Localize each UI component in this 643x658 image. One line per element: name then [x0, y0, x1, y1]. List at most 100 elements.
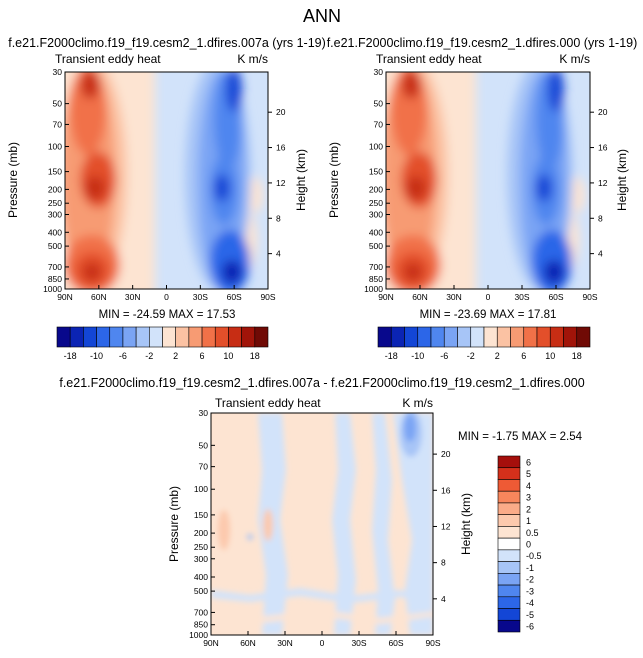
colorbar: 6 5 4 32 1 0.5 0-0.5 -1 -2-3 -4 -5 -6	[497, 455, 542, 633]
colorbar-box	[497, 467, 521, 480]
pressure-tick-label: 30	[199, 408, 209, 418]
colorbar-label: 6	[200, 351, 205, 361]
colorbar-box	[96, 326, 111, 348]
height-tick-label: 12	[276, 178, 286, 188]
colorbar-label: 6	[521, 351, 526, 361]
colorbar-label: -18	[385, 351, 398, 361]
pressure-tick-label: 400	[194, 572, 208, 582]
colorbar-box	[497, 502, 521, 515]
colorbar-box	[497, 514, 521, 527]
height-tick-label: 16	[441, 485, 451, 495]
height-tick-label: 12	[441, 521, 451, 531]
units-label: K m/s	[402, 396, 433, 410]
colorbar-box	[510, 326, 525, 348]
colorbar-label: -10	[90, 351, 103, 361]
height-tick-label: 8	[441, 558, 446, 568]
pressure-tick-label: 250	[194, 542, 208, 552]
colorbar-label: -3	[526, 586, 534, 596]
panel-difference: f.e21.F2000climo.f19_f19.cesm2_1.dfires.…	[59, 376, 584, 648]
latitude-axis: 90N 60N 30N 0 30S 60S 90S	[378, 285, 598, 302]
height-axis: 20 16 12 8 4	[590, 107, 608, 259]
right-axis-title: Height (km)	[294, 149, 308, 211]
colorbar-box	[470, 326, 485, 348]
colorbar-box	[188, 326, 203, 348]
colorbar-box	[56, 326, 71, 348]
colorbar-label: 1	[526, 516, 531, 526]
colorbar-box	[496, 326, 511, 348]
latitude-tick-label: 60S	[548, 292, 563, 302]
colorbar-box	[241, 326, 256, 348]
height-tick-label: 16	[598, 143, 608, 153]
height-tick-label: 8	[598, 213, 603, 223]
colorbar-box	[228, 326, 242, 348]
colorbar-box	[497, 549, 521, 562]
contour-field	[65, 72, 268, 289]
latitude-tick-label: 90N	[57, 292, 73, 302]
pressure-tick-label: 500	[194, 586, 208, 596]
right-axis-title: Height (km)	[615, 149, 629, 211]
pressure-tick-label: 200	[369, 184, 383, 194]
latitude-tick-label: 30S	[351, 638, 366, 648]
colorbar-box	[497, 596, 521, 609]
colorbar-label: -2	[145, 351, 153, 361]
colorbar-label: -4	[526, 598, 534, 608]
height-tick-label: 8	[276, 213, 281, 223]
colorbar-label: -5	[526, 610, 534, 620]
pressure-tick-label: 850	[369, 274, 383, 284]
pressure-tick-label: 200	[194, 528, 208, 538]
panel-title: f.e21.F2000climo.f19_f19.cesm2_1.dfires.…	[8, 36, 326, 50]
colorbar-box	[497, 584, 521, 598]
y-axis-title: Pressure (mb)	[6, 142, 20, 218]
pressure-tick-label: 100	[369, 142, 383, 152]
colorbar-box	[497, 561, 521, 574]
latitude-axis: 90N 60N 30N 0 30S 60S 90S	[203, 631, 441, 648]
pressure-tick-label: 850	[194, 620, 208, 630]
latitude-tick-label: 60N	[91, 292, 107, 302]
latitude-tick-label: 90N	[203, 638, 219, 648]
panel-right: f.e21.F2000climo.f19_f19.cesm2_1.dfires.…	[327, 36, 638, 361]
colorbar-box	[377, 326, 392, 348]
pressure-tick-label: 300	[369, 209, 383, 219]
height-axis: 20 16 12 8 4	[433, 449, 451, 604]
latitude-tick-label: 60S	[227, 292, 242, 302]
colorbar-label: 2	[495, 351, 500, 361]
latitude-tick-label: 30N	[125, 292, 141, 302]
colorbar-label: 0	[526, 540, 531, 550]
colorbar-label: -0.5	[526, 551, 542, 561]
colorbar-box	[417, 326, 432, 348]
pressure-tick-label: 70	[199, 462, 209, 472]
height-tick-label: 4	[276, 249, 281, 259]
pressure-tick-label: 1000	[189, 630, 208, 640]
colorbar-box	[483, 326, 498, 348]
colorbar-box	[497, 479, 521, 492]
y-axis-title: Pressure (mb)	[167, 486, 181, 562]
colorbar-label: 2	[526, 504, 531, 514]
pressure-tick-label: 150	[194, 510, 208, 520]
colorbar-box	[497, 573, 521, 586]
height-tick-label: 20	[598, 107, 608, 117]
left-string: Transient eddy heat	[55, 52, 161, 66]
latitude-tick-label: 90S	[260, 292, 275, 302]
colorbar-box	[549, 326, 564, 348]
pressure-tick-label: 500	[48, 241, 62, 251]
latitude-tick-label: 30S	[514, 292, 529, 302]
latitude-tick-label: 30S	[193, 292, 208, 302]
latitude-tick-label: 30N	[446, 292, 462, 302]
colorbar-box	[430, 326, 445, 348]
latitude-tick-label: 60S	[388, 638, 403, 648]
colorbar-box	[404, 326, 419, 348]
pressure-tick-label: 150	[369, 167, 383, 177]
colorbar-box	[457, 326, 472, 348]
pressure-tick-label: 30	[53, 67, 63, 77]
colorbar-box	[214, 326, 229, 348]
height-tick-label: 16	[276, 143, 286, 153]
pressure-tick-label: 150	[48, 167, 62, 177]
pressure-tick-label: 1000	[364, 284, 383, 294]
pressure-tick-label: 70	[53, 119, 63, 129]
pressure-tick-label: 700	[48, 262, 62, 272]
left-string: Transient eddy heat	[376, 52, 482, 66]
pressure-tick-label: 500	[369, 241, 383, 251]
colorbar-box	[254, 326, 269, 348]
colorbar-label: 18	[250, 351, 260, 361]
